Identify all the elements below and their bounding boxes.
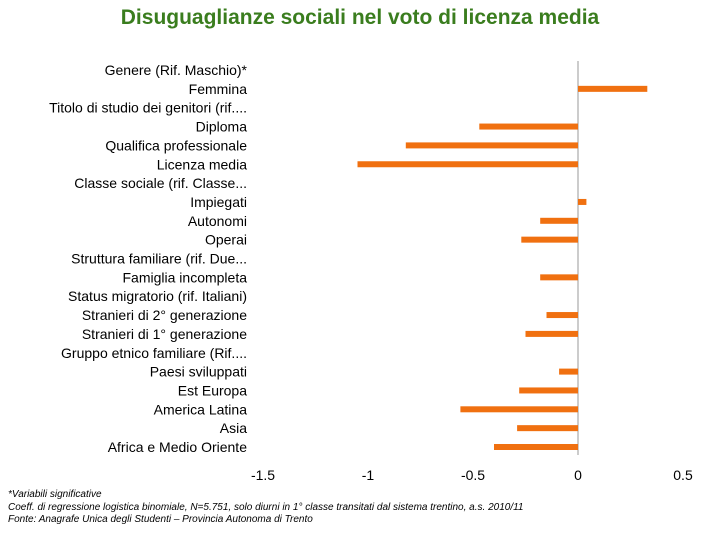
category-label: Genere (Rif. Maschio)*: [105, 62, 248, 78]
bar: [578, 85, 648, 92]
category-label: Impiegati: [190, 194, 247, 210]
chart-title: Disuguaglianze sociali nel voto di licen…: [120, 6, 600, 29]
category-label: Classe sociale (rif. Classe...: [74, 175, 247, 191]
category-label: Status migratorio (rif. Italiani): [68, 288, 247, 304]
category-label: Struttura familiare (rif. Due...: [71, 251, 247, 267]
category-label: Qualifica professionale: [105, 137, 247, 153]
bar: [460, 406, 578, 413]
bar: [546, 312, 578, 319]
footnotes: *Variabili significative Coeff. di regre…: [8, 489, 523, 527]
footnote-significance: *Variabili significative: [8, 489, 102, 500]
x-tick-label: 0.5: [673, 467, 693, 483]
x-tick-label: -1.5: [251, 467, 275, 483]
bar: [517, 425, 578, 432]
category-label: Gruppo etnico familiare (Rif....: [61, 345, 247, 361]
bar: [521, 236, 578, 243]
category-label: Operai: [205, 232, 247, 248]
bar: [405, 142, 578, 149]
category-label: Autonomi: [188, 213, 247, 229]
bar: [479, 123, 578, 130]
bar: [494, 444, 578, 450]
bar: [559, 368, 578, 375]
category-label: Licenza media: [157, 156, 247, 172]
bar: [519, 387, 578, 394]
bar: [578, 198, 587, 205]
bar: [540, 217, 578, 224]
category-label: Femmina: [189, 81, 248, 97]
category-label: Famiglia incompleta: [123, 269, 248, 285]
footnote-source: Fonte: Anagrafe Unica degli Studenti – P…: [8, 514, 313, 525]
x-tick-label: 0: [574, 467, 582, 483]
x-tick-label: -0.5: [461, 467, 485, 483]
bar: [540, 274, 578, 281]
category-label: Paesi sviluppati: [150, 364, 247, 380]
bar: [357, 161, 578, 168]
bar: [525, 330, 578, 337]
category-label: Stranieri di 1° generazione: [82, 326, 247, 342]
category-label: America Latina: [154, 401, 248, 417]
category-label: Diploma: [196, 119, 248, 135]
x-tick-label: -1: [362, 467, 375, 483]
category-label: Est Europa: [178, 382, 247, 398]
category-label: Africa e Medio Oriente: [108, 439, 247, 455]
category-label: Titolo di studio dei genitori (rif....: [49, 100, 247, 116]
footnote-method: Coeff. di regressione logistica binomial…: [8, 501, 524, 513]
category-label: Stranieri di 2° generazione: [82, 307, 247, 323]
category-label: Asia: [220, 420, 247, 436]
